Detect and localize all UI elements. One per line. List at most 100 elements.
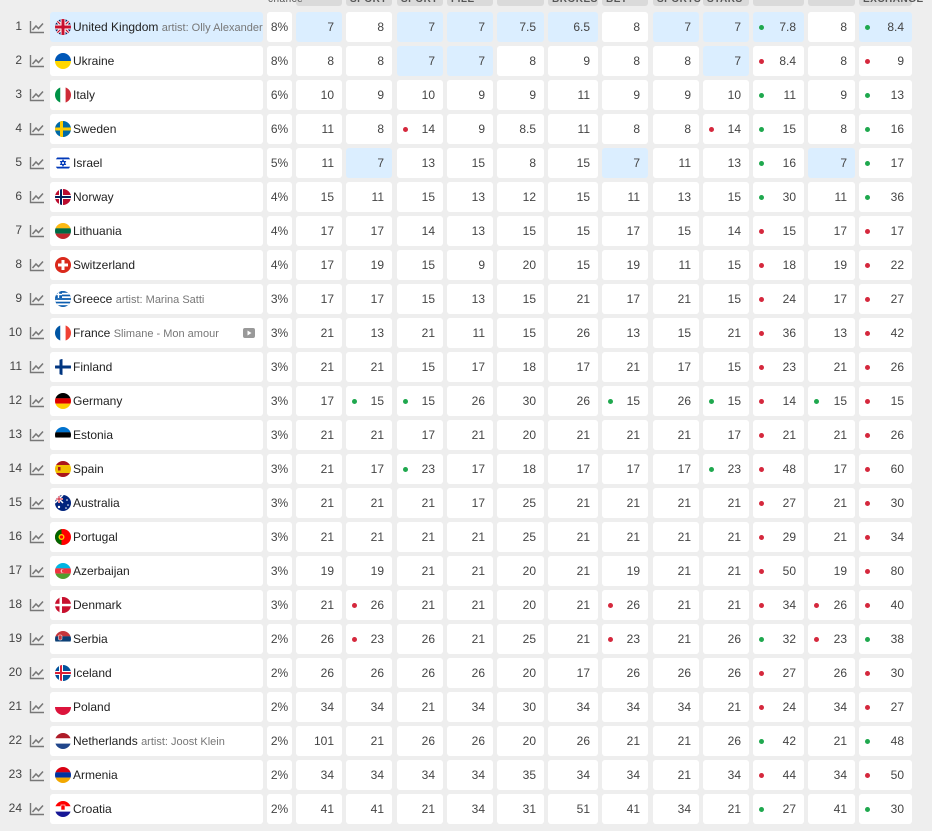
table-row[interactable]: 1 United Kingdom artist: Olly Alexander 8%… xyxy=(0,12,932,46)
odds-cell[interactable]: 11 xyxy=(296,148,342,178)
odds-cell[interactable]: 18 xyxy=(753,250,804,280)
odds-cell[interactable]: 15 xyxy=(397,352,443,382)
column-header-7[interactable] xyxy=(602,0,648,6)
odds-cell[interactable]: 21 xyxy=(703,488,749,518)
odds-cell[interactable]: 15 xyxy=(548,182,598,212)
odds-cell[interactable]: 34 xyxy=(859,522,912,552)
odds-cell[interactable]: 26 xyxy=(653,386,699,416)
odds-cell[interactable]: 34 xyxy=(753,590,804,620)
odds-cell[interactable]: 14 xyxy=(703,114,749,144)
odds-cell[interactable]: 34 xyxy=(346,760,392,790)
table-row[interactable]: 20 Iceland 2% 26 26 26 26 20 17 26 26 26 27 26 30 xyxy=(0,658,932,692)
odds-cell[interactable]: 8 xyxy=(497,46,544,76)
odds-cell[interactable]: 21 xyxy=(602,420,648,450)
odds-cell[interactable]: 26 xyxy=(447,726,493,756)
odds-cell[interactable]: 7.5 xyxy=(497,12,544,42)
odds-cell[interactable]: 9 xyxy=(653,80,699,110)
odds-cell[interactable]: 36 xyxy=(753,318,804,348)
odds-cell[interactable]: 24 xyxy=(753,284,804,314)
odds-cell[interactable]: 21 xyxy=(653,284,699,314)
odds-cell[interactable]: 9 xyxy=(548,46,598,76)
table-row[interactable]: 13 Estonia 3% 21 21 17 21 20 21 21 21 17 21 21 26 xyxy=(0,420,932,454)
odds-cell[interactable]: 13 xyxy=(447,216,493,246)
odds-cell[interactable]: 21 xyxy=(397,590,443,620)
odds-cell[interactable]: 34 xyxy=(296,760,342,790)
odds-cell[interactable]: 19 xyxy=(346,556,392,586)
trend-chart-icon[interactable] xyxy=(29,564,45,578)
odds-cell[interactable]: 26 xyxy=(447,386,493,416)
trend-chart-icon[interactable] xyxy=(29,496,45,510)
odds-cell[interactable]: 30 xyxy=(859,658,912,688)
trend-chart-icon[interactable] xyxy=(29,190,45,204)
odds-cell[interactable]: 27 xyxy=(859,692,912,722)
table-row[interactable]: 23 Armenia 2% 34 34 34 34 35 34 34 21 34 44 34 50 xyxy=(0,760,932,794)
table-row[interactable]: 22 Netherlands artist: Joost Klein 2% 101 21… xyxy=(0,726,932,760)
trend-chart-icon[interactable] xyxy=(29,224,45,238)
odds-cell[interactable]: 19 xyxy=(808,556,855,586)
column-header-10[interactable] xyxy=(753,0,804,6)
odds-cell[interactable]: 8.4 xyxy=(753,46,804,76)
odds-cell[interactable]: 40 xyxy=(859,590,912,620)
odds-cell[interactable]: 25 xyxy=(497,488,544,518)
table-row[interactable]: 5 Israel 5% 11 7 13 15 8 15 7 11 13 16 7 17 xyxy=(0,148,932,182)
odds-cell[interactable]: 17 xyxy=(296,284,342,314)
odds-cell[interactable]: 17 xyxy=(346,454,392,484)
column-header-8[interactable] xyxy=(653,0,699,6)
odds-cell[interactable]: 30 xyxy=(859,488,912,518)
odds-cell[interactable]: 21 xyxy=(447,420,493,450)
odds-cell[interactable]: 48 xyxy=(753,454,804,484)
odds-cell[interactable]: 21 xyxy=(397,488,443,518)
odds-cell[interactable]: 21 xyxy=(703,556,749,586)
odds-cell[interactable]: 26 xyxy=(703,658,749,688)
odds-cell[interactable]: 17 xyxy=(548,658,598,688)
odds-cell[interactable]: 41 xyxy=(296,794,342,824)
odds-cell[interactable]: 21 xyxy=(653,624,699,654)
odds-cell[interactable]: 14 xyxy=(397,216,443,246)
odds-cell[interactable]: 8 xyxy=(346,114,392,144)
odds-cell[interactable]: 15 xyxy=(548,250,598,280)
odds-cell[interactable]: 11 xyxy=(753,80,804,110)
odds-cell[interactable]: 21 xyxy=(602,488,648,518)
odds-cell[interactable]: 21 xyxy=(808,726,855,756)
trend-chart-icon[interactable] xyxy=(29,734,45,748)
odds-cell[interactable]: 23 xyxy=(753,352,804,382)
odds-cell[interactable]: 27 xyxy=(753,794,804,824)
country-cell-switzerland[interactable]: Switzerland xyxy=(50,250,263,280)
odds-cell[interactable]: 34 xyxy=(653,794,699,824)
odds-cell[interactable]: 11 xyxy=(602,182,648,212)
odds-cell[interactable]: 34 xyxy=(397,760,443,790)
trend-chart-icon[interactable] xyxy=(29,700,45,714)
odds-cell[interactable]: 21 xyxy=(703,692,749,722)
odds-cell[interactable]: 13 xyxy=(346,318,392,348)
odds-cell[interactable]: 17 xyxy=(808,216,855,246)
odds-cell[interactable]: 10 xyxy=(296,80,342,110)
country-cell-denmark[interactable]: Denmark xyxy=(50,590,263,620)
odds-cell[interactable]: 15 xyxy=(859,386,912,416)
odds-cell[interactable]: 15 xyxy=(397,250,443,280)
odds-cell[interactable]: 17 xyxy=(346,284,392,314)
odds-cell[interactable]: 27 xyxy=(859,284,912,314)
odds-cell[interactable]: 8 xyxy=(296,46,342,76)
table-row[interactable]: 16 Portugal 3% 21 21 21 21 25 21 21 21 21 29 21 34 xyxy=(0,522,932,556)
odds-cell[interactable]: 30 xyxy=(859,794,912,824)
odds-cell[interactable]: 26 xyxy=(703,726,749,756)
table-row[interactable]: 14 Spain 3% 21 17 23 17 18 17 17 17 23 48 17 60 xyxy=(0,454,932,488)
odds-cell[interactable]: 15 xyxy=(447,148,493,178)
country-cell-france[interactable]: France Slimane - Mon amour xyxy=(50,318,263,348)
column-header-4[interactable] xyxy=(447,0,493,6)
odds-cell[interactable]: 21 xyxy=(296,318,342,348)
odds-cell[interactable]: 21 xyxy=(397,318,443,348)
odds-cell[interactable]: 29 xyxy=(753,522,804,552)
odds-cell[interactable]: 17 xyxy=(296,216,342,246)
trend-chart-icon[interactable] xyxy=(29,156,45,170)
odds-cell[interactable]: 13 xyxy=(447,182,493,212)
odds-cell[interactable]: 21 xyxy=(808,420,855,450)
odds-cell[interactable]: 9 xyxy=(859,46,912,76)
odds-cell[interactable]: 7 xyxy=(653,12,699,42)
trend-chart-icon[interactable] xyxy=(29,88,45,102)
column-header-6[interactable] xyxy=(548,0,598,6)
odds-cell[interactable]: 27 xyxy=(753,658,804,688)
trend-chart-icon[interactable] xyxy=(29,632,45,646)
country-cell-portugal[interactable]: Portugal xyxy=(50,522,263,552)
odds-cell[interactable]: 9 xyxy=(602,80,648,110)
